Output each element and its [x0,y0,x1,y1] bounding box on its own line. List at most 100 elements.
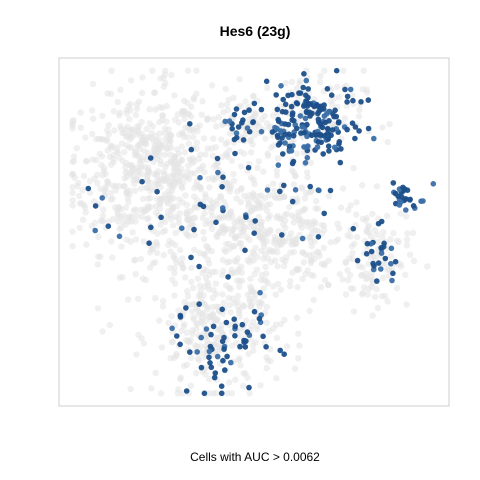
background-cell-point [213,123,220,130]
background-cell-point [383,212,391,220]
background-cell-point [110,155,117,162]
background-cell-point [167,264,174,272]
background-cell-point [347,285,355,292]
background-cell-point [168,338,176,346]
positive-cell-point [223,319,230,326]
background-cell-point [76,224,84,232]
positive-cell-point [318,121,324,127]
background-cell-point [202,193,209,200]
background-cell-point [349,249,356,257]
positive-cell-point [99,195,105,201]
background-cell-point [336,93,343,101]
background-cell-point [185,224,192,231]
background-cell-point [237,362,244,369]
background-cell-point [311,255,318,263]
background-cell-point [218,102,225,109]
background-cell-point [182,192,189,199]
background-cell-point [141,163,148,171]
background-cell-point [157,195,164,203]
background-cell-point [177,374,184,381]
positive-cell-point [179,225,185,231]
background-cell-point [315,249,323,256]
background-cell-point [386,121,393,128]
positive-cell-point [246,384,252,391]
background-cell-point [252,244,259,252]
positive-cell-point [232,150,238,157]
background-cell-point [127,213,134,220]
background-cell-point [251,132,258,139]
background-cell-point [167,212,174,219]
background-cell-point [130,207,137,214]
background-cell-point [127,385,134,393]
positive-cell-point [197,201,204,208]
background-cell-point [160,83,167,90]
positive-cell-point [392,258,399,265]
background-cell-point [134,123,141,130]
background-cell-point [173,164,180,171]
background-cell-point [194,355,202,362]
background-cell-point [195,155,203,163]
background-cell-point [208,225,216,232]
background-cell-point [95,233,102,240]
background-cell-point [320,244,327,251]
background-cell-point [263,354,270,361]
background-cell-point [159,297,167,305]
background-cell-point [178,157,185,164]
background-cell-point [202,220,209,228]
background-cell-point [409,229,417,236]
positive-cell-point [350,225,357,232]
positive-cell-point [320,151,327,157]
background-cell-point [269,112,277,119]
background-cell-point [157,157,164,164]
positive-cell-point [305,86,312,92]
background-cell-point [200,228,207,236]
background-cell-point [212,280,219,287]
background-cell-point [262,135,269,142]
background-cell-point [194,275,202,282]
background-cell-point [272,291,279,298]
background-cell-point [339,276,346,283]
background-cell-point [147,194,154,202]
background-cell-point [107,161,115,168]
background-cell-point [214,348,221,356]
background-cell-point [79,216,87,223]
background-cell-point [311,218,318,225]
background-cell-point [132,271,139,278]
background-cell-point [199,309,206,316]
background-cell-point [89,130,96,138]
background-cell-point [365,223,372,231]
positive-cell-point [349,120,356,126]
background-cell-point [198,317,205,324]
background-cell-point [363,214,370,222]
background-cell-point [177,173,184,180]
plot-area-border [58,57,450,407]
background-cell-point [355,113,363,120]
background-cell-point [218,224,226,231]
background-cell-point [156,317,163,324]
background-cell-point [202,274,210,281]
background-cell-point [108,238,115,245]
background-cell-point [171,92,178,99]
background-cell-point [141,208,149,215]
background-cell-point [193,67,200,74]
background-cell-point [208,248,215,255]
positive-cell-point [196,301,202,307]
background-cell-point [406,251,414,258]
background-cell-point [257,382,264,389]
background-cell-point [373,183,381,190]
positive-cell-point [264,187,271,193]
positive-cell-point [281,182,287,189]
positive-cells [85,67,437,397]
background-cell-point [162,218,169,226]
background-cell-point [224,390,231,397]
background-cell-point [99,328,106,335]
background-cell-point [191,246,198,253]
background-cell-point [170,254,177,261]
background-cell-point [232,376,239,383]
background-cell-point [160,252,167,259]
positive-cell-point [274,106,281,113]
positive-cell-point [212,370,219,376]
background-cell-point [112,182,119,190]
background-cell-point [70,117,77,124]
positive-cell-point [354,257,361,264]
